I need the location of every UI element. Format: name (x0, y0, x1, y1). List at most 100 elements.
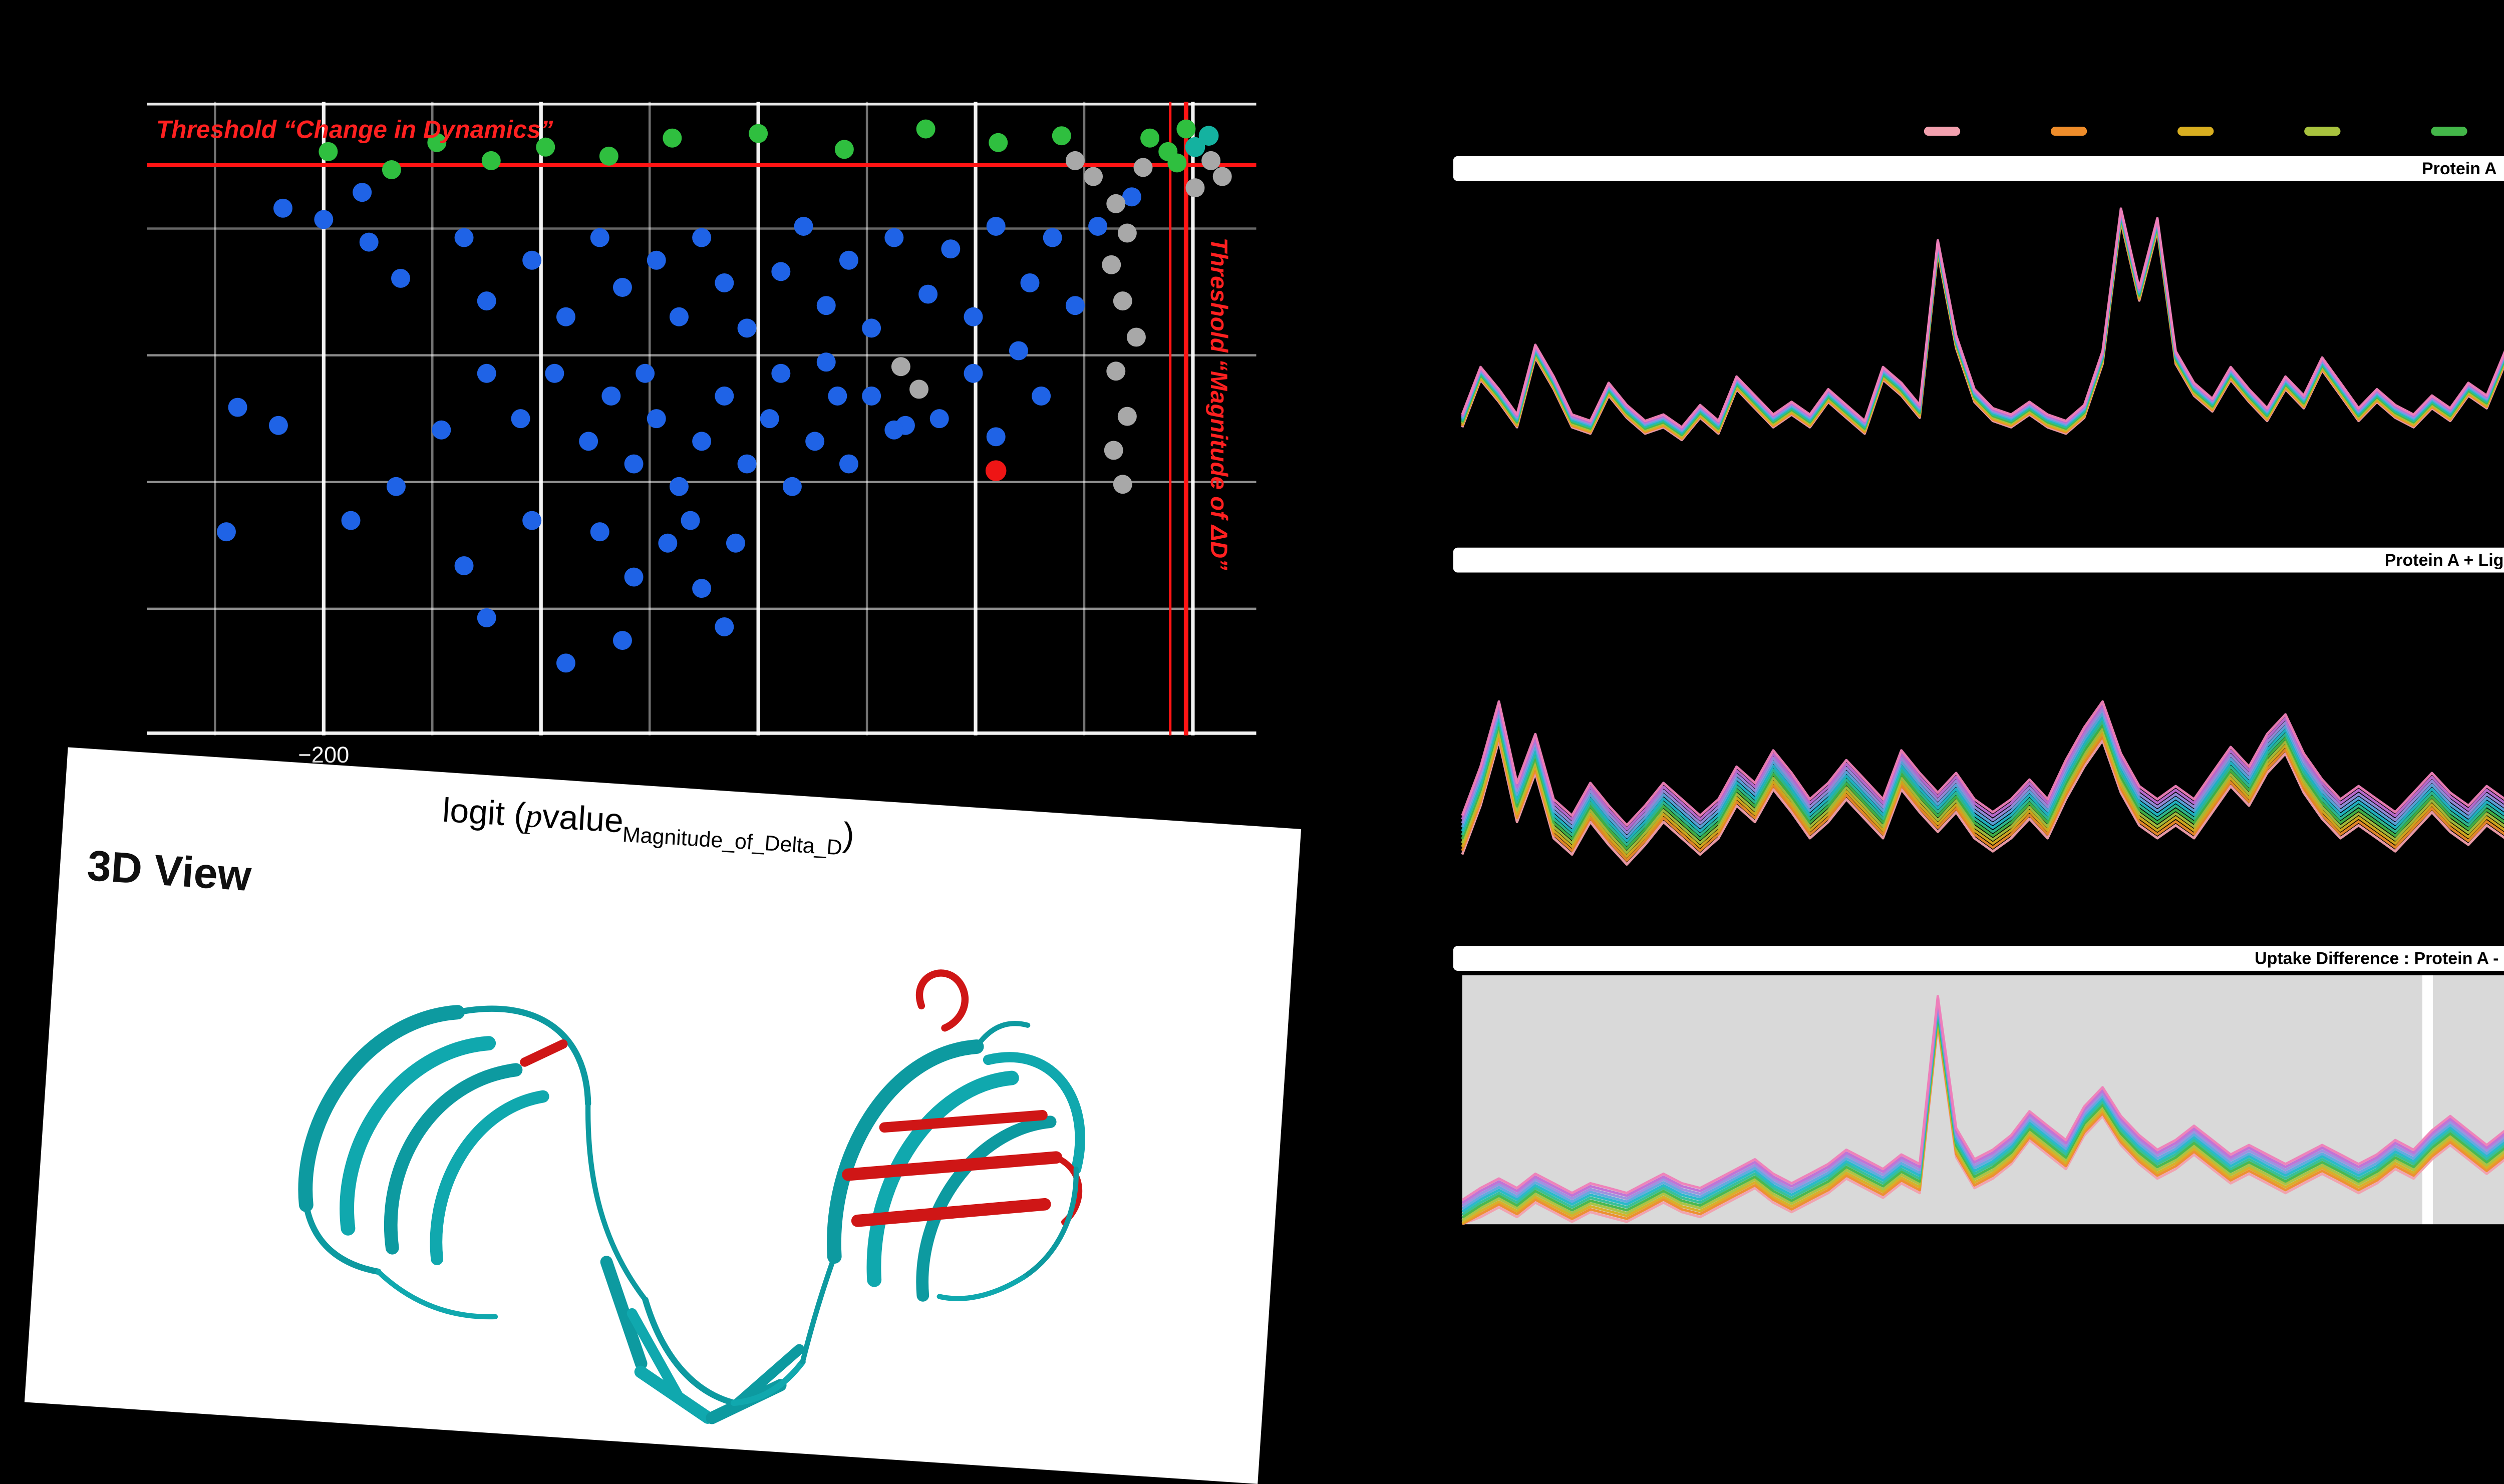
scatter-point-non-significant[interactable] (556, 307, 575, 326)
scatter-point-change-in-dynamics[interactable] (1140, 128, 1160, 148)
scatter-point-non-significant[interactable] (341, 511, 361, 530)
scatter-point-teal-cluster[interactable] (1198, 126, 1219, 146)
scatter-point-non-significant[interactable] (715, 386, 734, 406)
legend-swatch-1[interactable] (1924, 127, 1961, 135)
scatter-point-magnitude-only[interactable] (1113, 475, 1132, 494)
uptake-line-series-8[interactable] (1461, 615, 2504, 839)
scatter-point-change-in-dynamics[interactable] (1176, 119, 1196, 139)
uptake-line-series-1[interactable] (1461, 220, 2504, 475)
scatter-point-non-significant[interactable] (884, 420, 904, 440)
scatter-point-non-significant[interactable] (216, 522, 236, 542)
uptake-line-series-2[interactable] (1461, 639, 2504, 862)
scatter-point-non-significant[interactable] (359, 232, 379, 252)
scatter-point-non-significant[interactable] (353, 183, 372, 202)
scatter-point-magnitude-only[interactable] (1106, 361, 1126, 381)
scatter-point-non-significant[interactable] (590, 228, 609, 247)
3d-view-panel[interactable]: 3D View (24, 747, 1302, 1484)
uptake-chart-protein-a-ligand[interactable] (1453, 579, 2504, 924)
scatter-point-non-significant[interactable] (647, 250, 666, 270)
scatter-point-non-significant[interactable] (941, 239, 961, 259)
scatter-point-significant[interactable] (985, 460, 1007, 481)
scatter-point-non-significant[interactable] (782, 477, 802, 496)
scatter-point-change-in-dynamics[interactable] (319, 142, 338, 161)
scatter-point-non-significant[interactable] (692, 228, 712, 247)
scatter-point-non-significant[interactable] (1043, 228, 1062, 247)
scatter-point-change-in-dynamics[interactable] (663, 128, 682, 148)
scatter-point-non-significant[interactable] (726, 533, 745, 553)
scatter-point-non-significant[interactable] (839, 250, 858, 270)
uptake-line-series-11[interactable] (1461, 207, 2504, 429)
scatter-point-non-significant[interactable] (1088, 216, 1108, 236)
scatter-point-non-significant[interactable] (805, 432, 825, 451)
scatter-point-non-significant[interactable] (816, 352, 836, 372)
scatter-point-non-significant[interactable] (918, 284, 938, 304)
scatter-point-non-significant[interactable] (1020, 273, 1040, 292)
uptake-line-series-8[interactable] (1461, 1003, 2504, 1210)
scatter-point-change-in-dynamics[interactable] (1052, 126, 1071, 146)
scatter-point-non-significant[interactable] (601, 386, 621, 406)
scatter-point-change-in-dynamics[interactable] (989, 133, 1008, 152)
scatter-point-magnitude-only[interactable] (1104, 441, 1123, 460)
scatter-point-magnitude-only[interactable] (909, 380, 929, 399)
scatter-point-non-significant[interactable] (477, 363, 496, 383)
scatter-point-non-significant[interactable] (828, 386, 847, 406)
uptake-line-series-11[interactable] (1461, 604, 2504, 827)
scatter-point-non-significant[interactable] (1032, 386, 1051, 406)
scatter-point-magnitude-only[interactable] (1126, 327, 1146, 347)
scatter-point-non-significant[interactable] (964, 363, 983, 383)
scatter-point-non-significant[interactable] (986, 216, 1006, 236)
scatter-point-magnitude-only[interactable] (1212, 167, 1232, 186)
scatter-point-non-significant[interactable] (964, 307, 983, 326)
scatter-point-non-significant[interactable] (268, 416, 288, 435)
scatter-point-change-in-dynamics[interactable] (599, 146, 618, 166)
scatter-point-change-in-dynamics[interactable] (749, 124, 768, 143)
scatter-point-magnitude-only[interactable] (1102, 255, 1121, 274)
legend-swatch-5[interactable] (2431, 127, 2467, 135)
scatter-point-non-significant[interactable] (386, 477, 406, 496)
uptake-line-series-9[interactable] (1461, 611, 2504, 835)
scatter-point-non-significant[interactable] (432, 420, 451, 440)
scatter-point-non-significant[interactable] (636, 363, 655, 383)
uptake-line-series-6[interactable] (1461, 623, 2504, 846)
scatter-point-non-significant[interactable] (511, 409, 530, 429)
uptake-line-series-3[interactable] (1461, 217, 2504, 458)
scatter-point-change-in-dynamics[interactable] (382, 160, 401, 179)
scatter-point-non-significant[interactable] (771, 262, 791, 281)
uptake-difference-chart[interactable] (1453, 975, 2504, 1234)
scatter-point-non-significant[interactable] (228, 398, 247, 417)
legend-swatch-2[interactable] (2050, 127, 2087, 135)
scatter-point-non-significant[interactable] (522, 511, 542, 530)
scatter-point-non-significant[interactable] (715, 617, 734, 636)
scatter-point-non-significant[interactable] (522, 250, 542, 270)
uptake-line-series-2[interactable] (1461, 218, 2504, 467)
scatter-point-non-significant[interactable] (669, 307, 689, 326)
uptake-line-series-3[interactable] (1461, 1018, 2504, 1225)
protein-structure[interactable] (66, 881, 1274, 1473)
scatter-point-change-in-dynamics[interactable] (916, 119, 935, 139)
scatter-point-non-significant[interactable] (771, 363, 791, 383)
uptake-line-series-10[interactable] (1461, 998, 2504, 1204)
scatter-point-non-significant[interactable] (715, 273, 734, 292)
scatter-point-non-significant[interactable] (862, 318, 881, 338)
scatter-point-non-significant[interactable] (391, 268, 410, 288)
scatter-point-teal-cluster[interactable] (1185, 137, 1205, 157)
scatter-point-magnitude-only[interactable] (1106, 194, 1126, 213)
scatter-point-non-significant[interactable] (579, 432, 598, 451)
scatter-point-non-significant[interactable] (612, 631, 632, 650)
uptake-line-series-9[interactable] (1461, 1000, 2504, 1207)
scatter-point-non-significant[interactable] (884, 228, 904, 247)
scatter-point-non-significant[interactable] (1065, 296, 1085, 315)
scatter-point-non-significant[interactable] (1122, 187, 1141, 207)
scatter-point-non-significant[interactable] (612, 278, 632, 297)
scatter-point-non-significant[interactable] (669, 477, 689, 496)
scatter-point-non-significant[interactable] (862, 386, 881, 406)
scatter-point-magnitude-only[interactable] (1084, 167, 1103, 186)
scatter-point-change-in-dynamics[interactable] (1167, 153, 1187, 173)
threshold-line-magnitude[interactable] (1169, 102, 1188, 735)
scatter-point-non-significant[interactable] (477, 608, 496, 627)
scatter-point-non-significant[interactable] (545, 363, 564, 383)
scatter-point-non-significant[interactable] (454, 228, 474, 247)
scatter-point-non-significant[interactable] (590, 522, 609, 542)
scatter-point-change-in-dynamics[interactable] (427, 133, 447, 152)
scatter-point-non-significant[interactable] (658, 533, 678, 553)
